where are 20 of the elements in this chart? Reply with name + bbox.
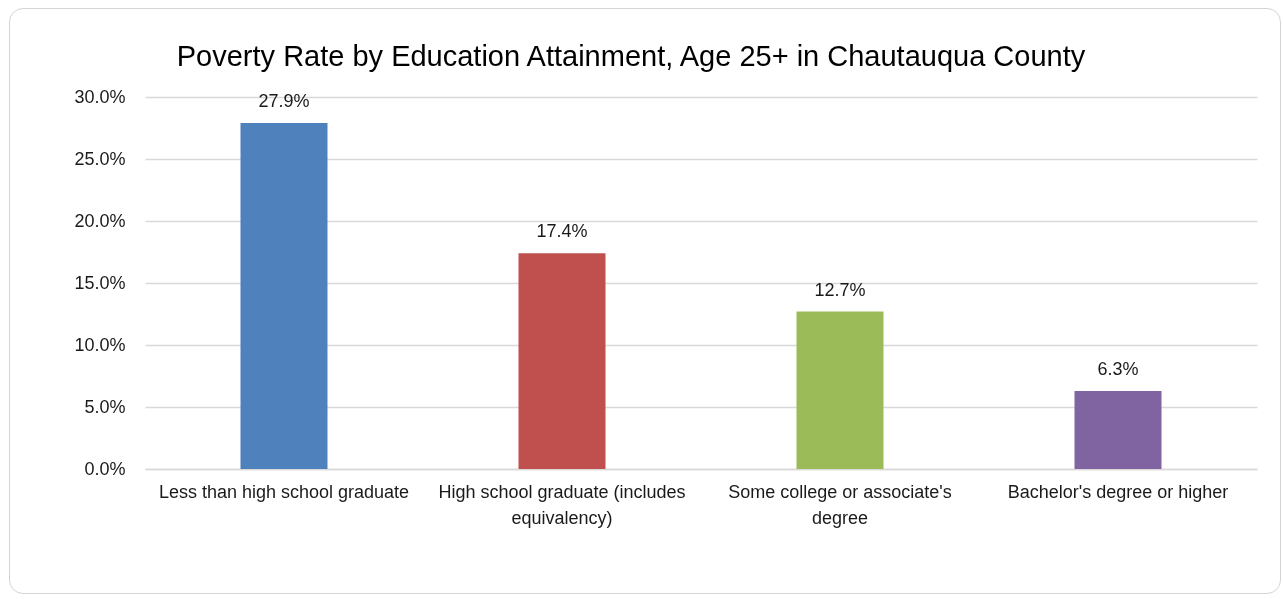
chart-title: Poverty Rate by Education Attainment, Age 25+ in Chautauqua County — [176, 40, 1086, 72]
y-tick-label: 5.0% — [84, 396, 126, 417]
data-label: 27.9% — [258, 91, 310, 112]
x-tick-label: Some college or associate's degree — [728, 481, 952, 528]
bar — [240, 123, 328, 469]
data-label: 6.3% — [1097, 358, 1139, 379]
bar — [796, 311, 884, 469]
data-label: 12.7% — [814, 279, 866, 300]
y-tick-label: 15.0% — [74, 272, 126, 293]
y-tick-label: 20.0% — [74, 210, 126, 231]
y-tick-label: 30.0% — [74, 86, 126, 107]
x-tick-label: Bachelor's degree or higher — [1007, 481, 1229, 502]
bar — [1074, 390, 1162, 469]
bar — [518, 253, 606, 469]
x-tick-label: Less than high school graduate — [158, 481, 410, 502]
y-tick-label: 10.0% — [74, 334, 126, 355]
y-tick-label: 25.0% — [74, 148, 126, 169]
data-label: 17.4% — [536, 221, 588, 242]
y-tick-label: 0.0% — [84, 458, 126, 479]
x-tick-label: High school graduate (includes equivalency) — [438, 481, 686, 528]
